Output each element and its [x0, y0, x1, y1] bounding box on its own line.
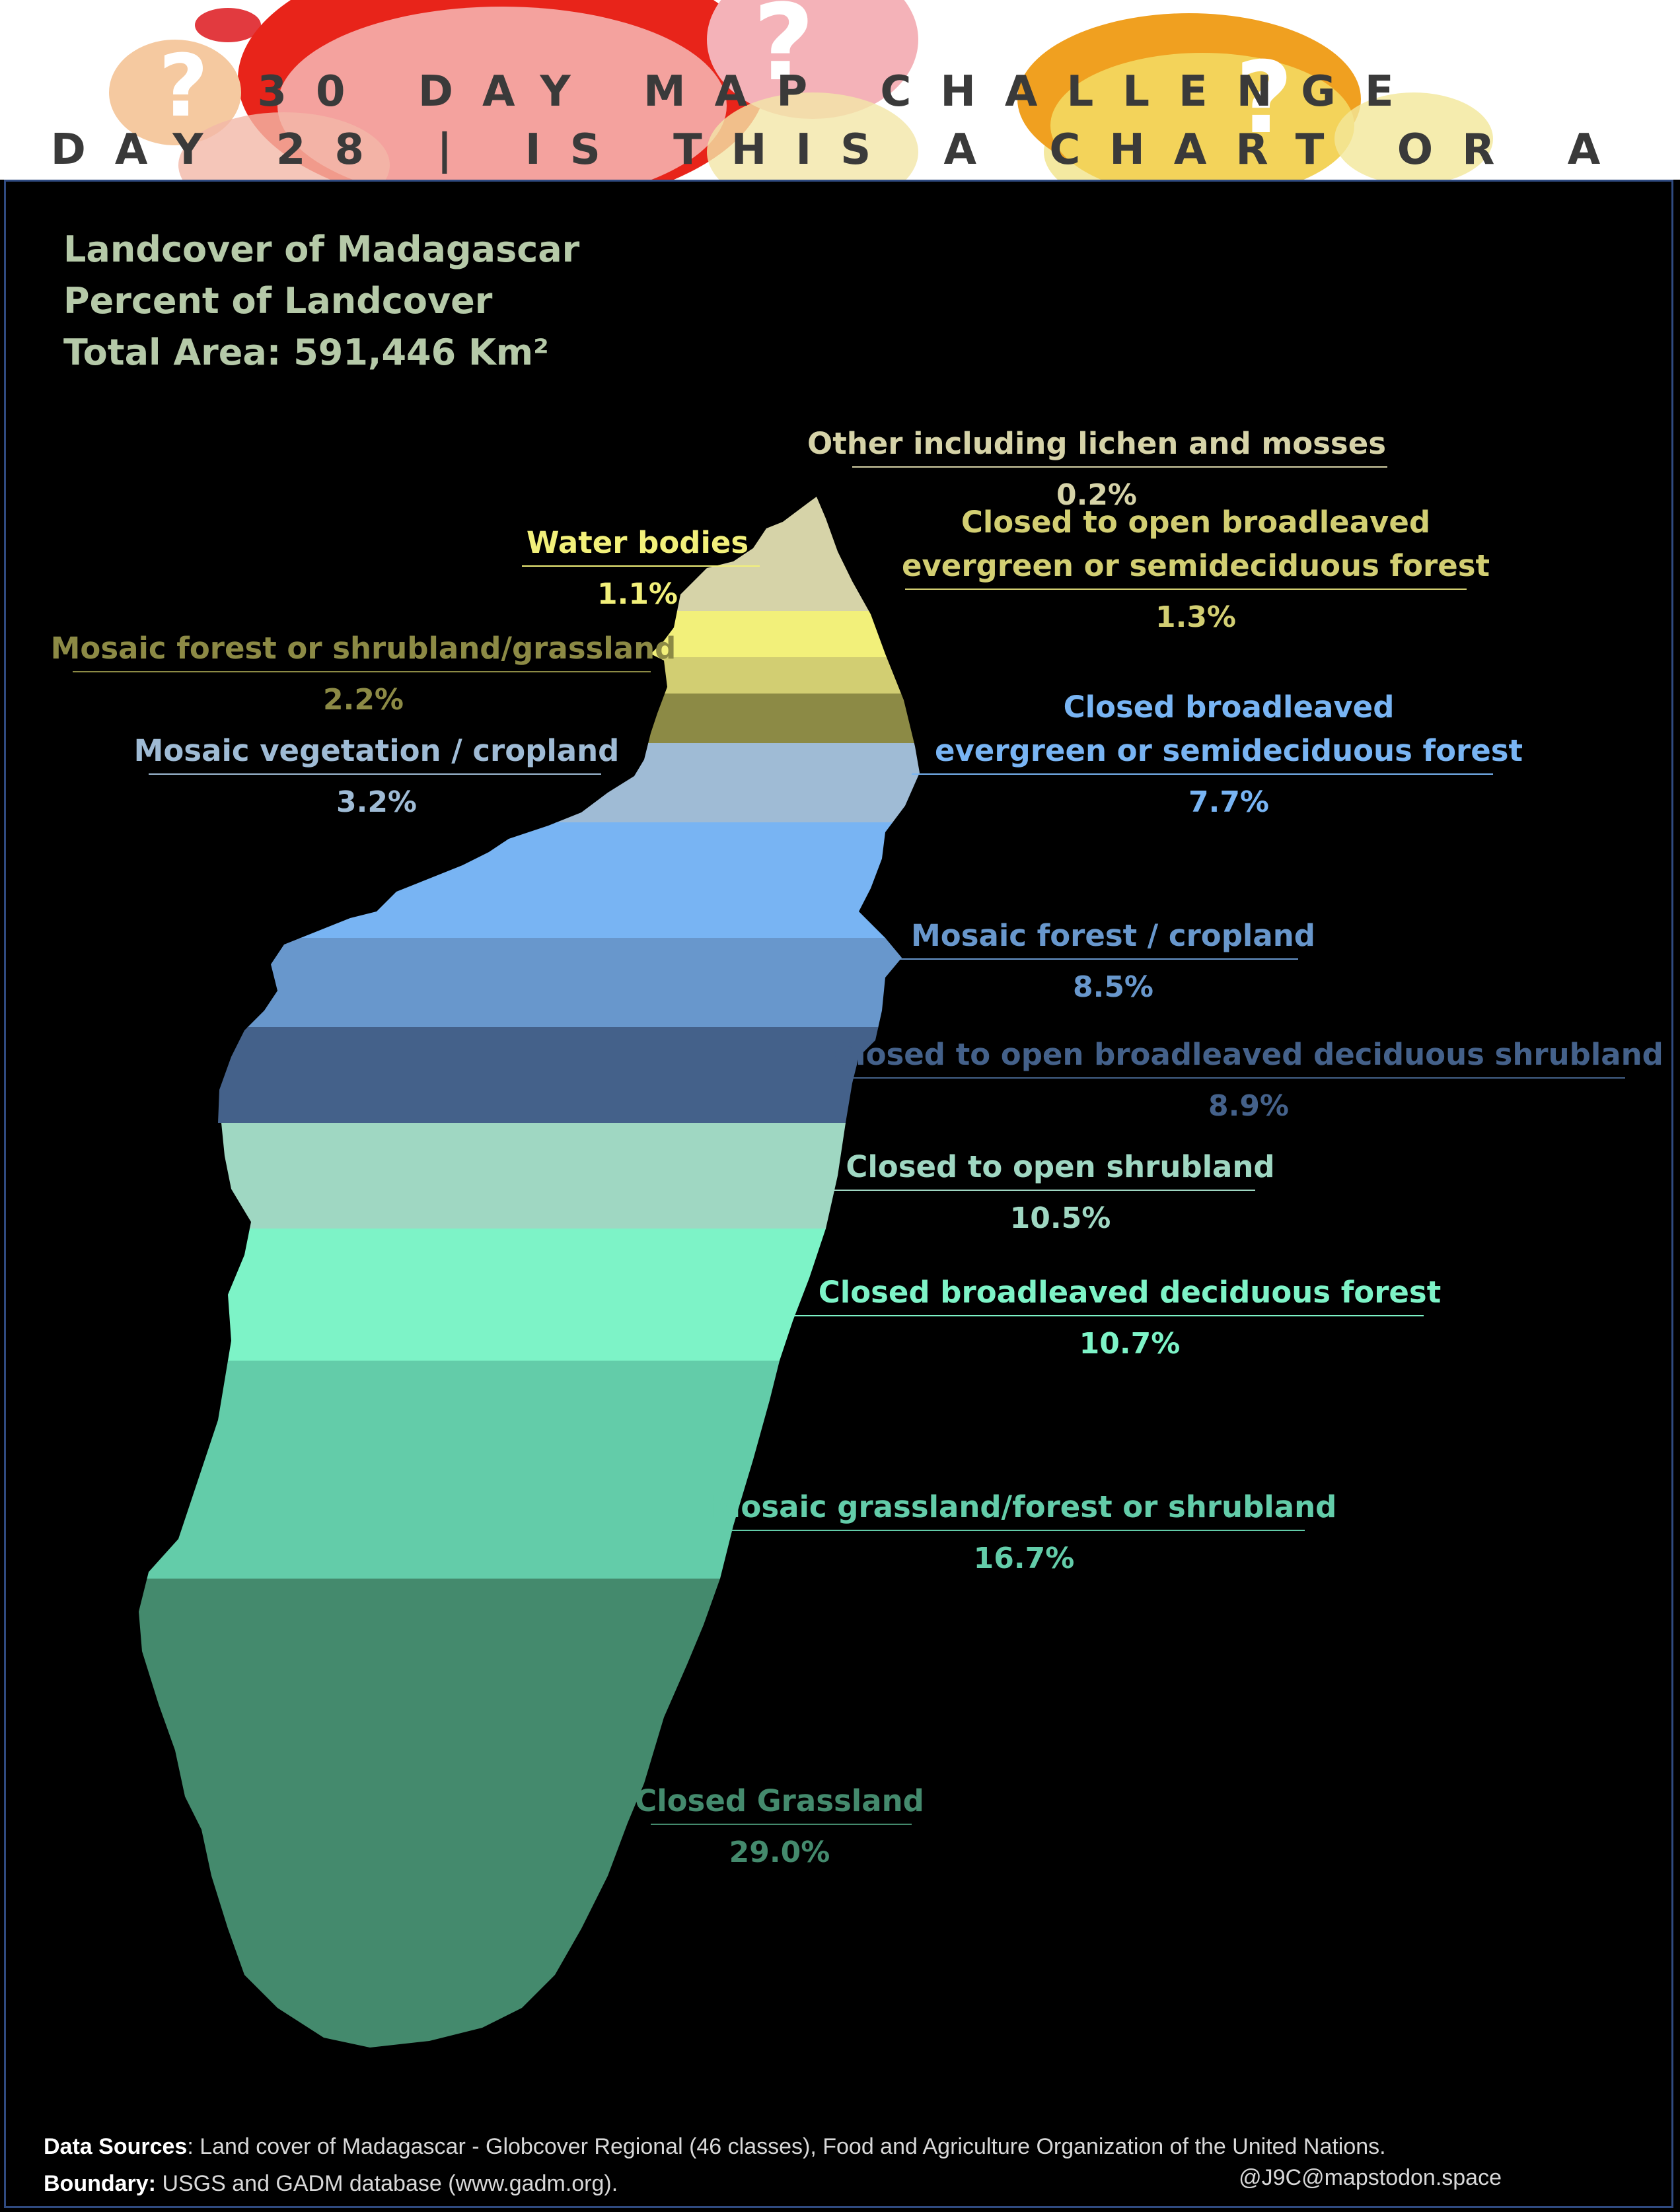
category-name-0-0: Other including lichen and mosses [807, 426, 1387, 461]
category-percent-0: 0.2% [1056, 478, 1138, 512]
category-name-9-0: Closed broadleaved deciduous forest [818, 1275, 1442, 1310]
category-name-7-0: Closed to open broadleaved deciduous shr… [834, 1037, 1663, 1072]
band-8 [139, 1123, 920, 1229]
category-label-9: Closed broadleaved deciduous forest 10.7% [667, 1271, 1592, 1366]
boundary-label: Boundary: [44, 2171, 156, 2196]
category-percent-4: 3.2% [336, 785, 418, 819]
boundary-text: USGS and GADM database (www.gadm.org). [156, 2171, 618, 2196]
category-percent-1: 1.1% [597, 577, 678, 611]
author-handle: @J9C@mapstodon.space [1239, 2165, 1502, 2190]
boundary-line: Boundary: USGS and GADM database (www.ga… [44, 2165, 1517, 2202]
category-percent-8: 10.5% [1009, 1201, 1111, 1235]
category-name-8-0: Closed to open shrubland [846, 1149, 1275, 1184]
total-area: Total Area: 591,446 Km² [63, 332, 549, 373]
category-percent-3: 2.2% [322, 683, 404, 717]
chart-frame [4, 180, 1673, 2208]
category-name-2-1: evergreen or semideciduous forest [901, 548, 1490, 583]
category-name-2-0: Closed to open broadleaved [961, 505, 1431, 540]
category-label-5: Closed broadleaved evergreen or semidecid… [766, 686, 1680, 824]
header-banner: ? ? ? 30 DAY MAP CHALLENGE DAY 28 | IS T… [0, 0, 1680, 180]
data-sources-line: Data Sources: Land cover of Madagascar -… [44, 2128, 1517, 2165]
category-label-8: Closed to open shrubland 10.5% [598, 1145, 1523, 1240]
category-label-11: Closed Grassland 29.0% [317, 1779, 1242, 1874]
band-7 [139, 1027, 920, 1124]
category-percent-10: 16.7% [973, 1542, 1075, 1575]
category-name-1-0: Water bodies [526, 525, 749, 560]
category-name-6-0: Mosaic forest / cropland [911, 918, 1315, 953]
challenge-title: 30 DAY MAP CHALLENGE [257, 67, 1423, 116]
question-mark-decoration: ? ? ? [109, 0, 1493, 180]
chart-title: Landcover of Madagascar [63, 229, 580, 270]
category-name-3-0: Mosaic forest or shrubland/grassland [50, 631, 676, 666]
category-percent-6: 8.5% [1072, 970, 1154, 1004]
category-percent-7: 8.9% [1208, 1089, 1290, 1123]
category-name-4-0: Mosaic vegetation / cropland [133, 733, 620, 768]
category-name-10-0: Mosaic grassland/forest or shrubland [711, 1489, 1337, 1524]
category-percent-2: 1.3% [1155, 600, 1237, 634]
challenge-day-title: DAY 28 | IS THIS A CHART OR A MAP? [50, 125, 1630, 180]
category-label-3: Mosaic forest or shrubland/grassland 2.2% [0, 627, 826, 722]
category-name-11-0: Closed Grassland [635, 1783, 924, 1818]
category-name-5-0: Closed broadleaved [1063, 690, 1395, 725]
data-sources-text: : Land cover of Madagascar - Globcover R… [187, 2134, 1386, 2159]
category-label-10: Mosaic grassland/forest or shrubland 16.7… [562, 1485, 1486, 1581]
category-label-4: Mosaic vegetation / cropland 3.2% [0, 729, 839, 824]
category-label-1: Water bodies 1.1% [175, 521, 1100, 616]
category-name-5-1: evergreen or semideciduous forest [934, 733, 1523, 768]
category-label-2: Closed to open broadleaved evergreen or s… [733, 501, 1658, 639]
svg-text:?: ? [159, 36, 208, 136]
data-sources-label: Data Sources [44, 2134, 188, 2159]
footer-sources: Data Sources: Land cover of Madagascar -… [44, 2128, 1517, 2202]
svg-text:?: ? [1235, 41, 1293, 156]
category-percent-9: 10.7% [1079, 1327, 1181, 1361]
category-label-7: Closed to open broadleaved deciduous shr… [786, 1033, 1680, 1128]
svg-text:?: ? [753, 0, 815, 104]
category-percent-11: 29.0% [729, 1836, 830, 1869]
category-percent-5: 7.7% [1188, 785, 1270, 819]
category-label-0: Other including lichen and mosses 0.2% [634, 422, 1559, 517]
chart-subtitle: Percent of Landcover [63, 280, 493, 322]
category-label-6: Mosaic forest / cropland 8.5% [651, 914, 1576, 1009]
